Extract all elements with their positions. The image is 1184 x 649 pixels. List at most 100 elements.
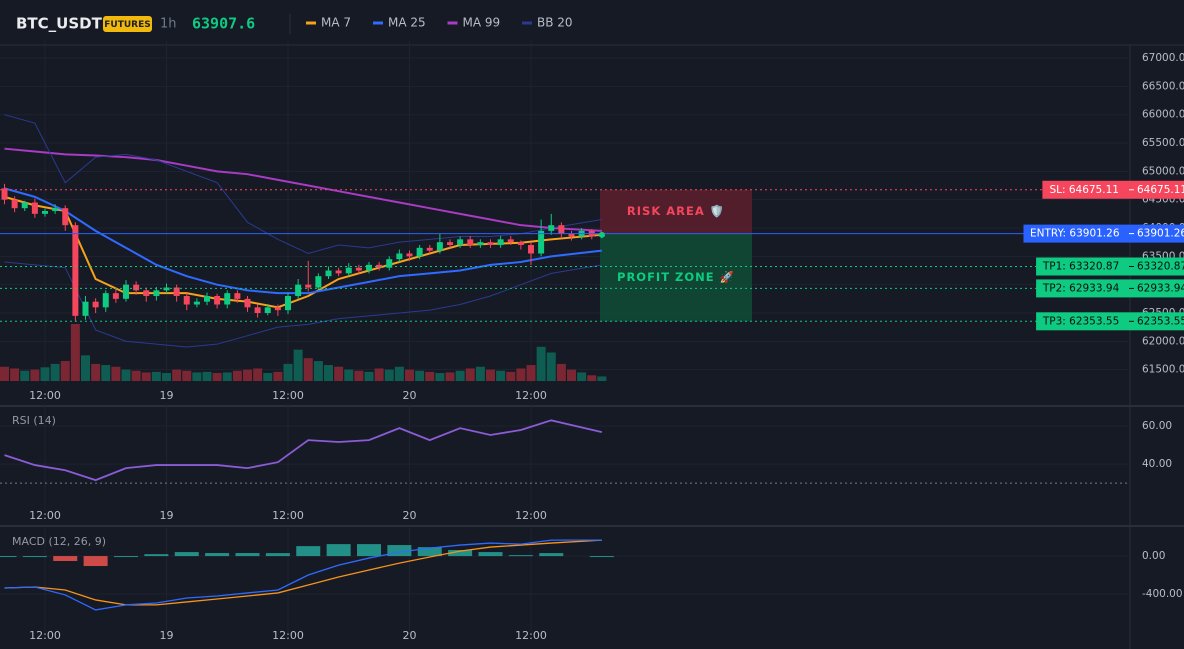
level-price: 62933.94 — [1137, 282, 1184, 294]
x-tick-label: 12:00 — [515, 629, 547, 642]
candle-body — [335, 270, 342, 274]
volume-bar — [151, 371, 161, 381]
candle-body — [305, 284, 312, 288]
volume-bar — [162, 373, 171, 381]
volume-bar — [293, 349, 303, 381]
histogram-bar — [174, 552, 199, 557]
volume-bar — [425, 371, 435, 381]
level-price: 63320.87 — [1137, 260, 1184, 272]
price-tag — [1126, 312, 1184, 331]
rsi-line — [4, 419, 603, 482]
x-tick-label: 19 — [160, 389, 174, 402]
x-tick-label: 12:00 — [29, 629, 61, 642]
candle-body — [426, 247, 433, 251]
candle-body — [497, 239, 504, 246]
volume-bar — [172, 369, 182, 381]
histogram-bar — [326, 544, 351, 557]
candle-body — [31, 202, 38, 214]
x-tick-label: 20 — [403, 509, 417, 522]
histogram-bar — [417, 547, 442, 557]
volume-bar — [445, 372, 455, 381]
volume-bar — [354, 370, 364, 381]
volume-bar — [111, 366, 121, 381]
volume-bar — [536, 346, 546, 381]
volume-bar — [597, 376, 607, 381]
x-tick-label: 12:00 — [29, 509, 61, 522]
volume-bar — [101, 365, 111, 381]
candle-body — [538, 230, 545, 254]
candle-body — [325, 270, 332, 277]
volume-bar — [475, 366, 485, 381]
candle-body — [457, 239, 464, 246]
level-price: 62353.55 — [1137, 315, 1184, 327]
volume-bar — [394, 366, 404, 381]
x-tick-label: 12:00 — [272, 389, 304, 402]
candle-body — [487, 242, 494, 246]
candle-body — [274, 307, 281, 311]
candle-body — [568, 233, 575, 237]
volume-bar — [567, 369, 576, 381]
badge: FUTURES — [104, 20, 150, 30]
volume-bar — [182, 370, 192, 381]
volume-bar — [263, 373, 273, 381]
histogram-bar — [265, 553, 290, 557]
x-tick-label: 20 — [403, 629, 417, 642]
volume-bar — [324, 365, 333, 381]
volume-bar — [344, 369, 354, 381]
volume-bar — [303, 358, 313, 381]
legend-label: MA 25 — [388, 16, 426, 30]
volume-bar — [232, 370, 242, 381]
y-tick-label: 0.00 — [1142, 550, 1165, 562]
volume-bar — [81, 355, 90, 381]
candle-body — [345, 267, 352, 274]
volume-bar — [516, 368, 526, 381]
candle-body — [467, 239, 474, 246]
volume-bar — [243, 369, 252, 381]
level-label: TP2: 62933.94 — [1042, 282, 1120, 294]
legend-label: BB 20 — [537, 16, 573, 30]
volume-bar — [91, 363, 101, 381]
level-label: TP1: 63320.87 — [1042, 260, 1119, 272]
last-dot — [598, 231, 605, 238]
symbol: BTC_USDT — [16, 15, 103, 33]
x-tick-label: 19 — [160, 509, 174, 522]
y-tick-label: 67000.00 — [1142, 52, 1184, 64]
candle-body — [204, 296, 210, 302]
level-price: 63901.26 — [1137, 228, 1184, 240]
candle-body — [376, 264, 383, 268]
histogram-bar — [22, 556, 47, 558]
volume-bar — [30, 369, 40, 381]
volume-bar — [465, 368, 475, 381]
candle-body — [548, 225, 555, 231]
candle-body — [1, 188, 8, 200]
y-tick-label: 65000.00 — [1142, 165, 1184, 177]
histogram-bar — [296, 546, 321, 557]
candle-body — [285, 296, 291, 311]
candle-body — [193, 301, 200, 305]
volume-bar — [496, 370, 506, 381]
candle-body — [72, 225, 79, 316]
candle-body — [133, 284, 140, 291]
y-tick-label: 65500.00 — [1142, 137, 1184, 149]
candle-body — [173, 287, 180, 297]
level-tag — [1042, 180, 1126, 199]
candle-body — [92, 301, 99, 308]
price-tag — [1126, 180, 1184, 199]
price-tag — [1126, 257, 1184, 276]
x-tick-label: 12:00 — [515, 389, 547, 402]
histogram-bar — [539, 553, 564, 557]
volume-bar — [283, 363, 293, 381]
candle-body — [396, 253, 403, 260]
indicator-line — [4, 195, 602, 309]
level-label: ENTRY: 63901.26 — [1030, 228, 1120, 240]
candle-body — [477, 242, 484, 246]
volume-bar — [455, 370, 465, 381]
candle-body — [517, 242, 524, 246]
volume-bar — [40, 367, 50, 381]
volume-bar — [70, 324, 80, 381]
level-tag — [1023, 224, 1126, 243]
candle-body — [315, 276, 322, 288]
